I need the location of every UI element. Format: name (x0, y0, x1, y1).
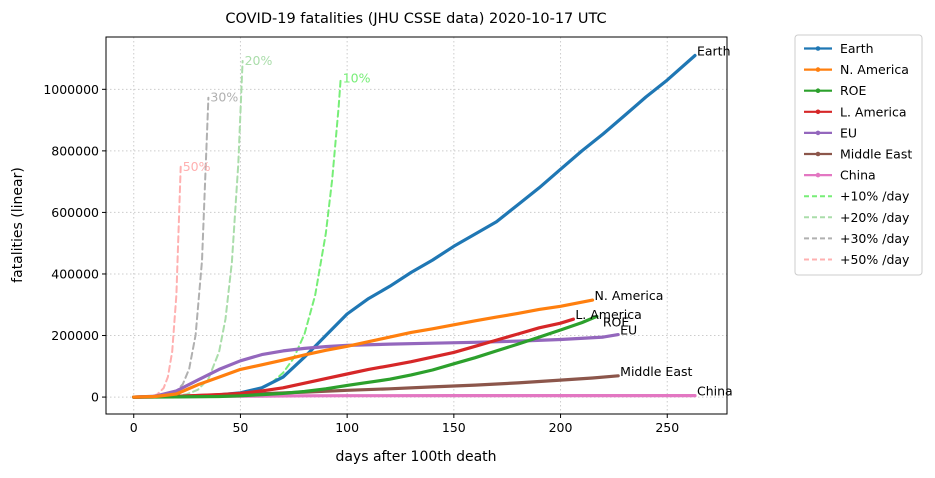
x-axis-label: days after 100th death (335, 449, 496, 465)
series-end-label: 10% (343, 70, 371, 85)
y-tick-label: 200000 (51, 328, 99, 343)
legend: Earth N. America ROE L. America EU Middle Eas… (794, 34, 923, 276)
axes-frame (105, 36, 728, 415)
x-tick-label: 250 (655, 420, 679, 435)
legend-marker (815, 88, 821, 93)
series-end-label: 20% (245, 53, 273, 68)
legend-entry: Earth (840, 41, 874, 56)
y-axis-label: fatalities (linear) (10, 167, 26, 283)
y-axis-ticks: 0 200000 400000 600000 800000 1000000 (43, 82, 106, 405)
legend-marker (815, 67, 821, 72)
series-end-label: L. America (575, 307, 641, 322)
series-line-30-day (132, 96, 210, 398)
legend-marker (815, 172, 821, 178)
legend-entry: L. America (840, 104, 906, 119)
series-line-20-day (132, 60, 244, 398)
series-end-label: China (697, 384, 733, 399)
series-line-50-day (132, 165, 182, 398)
series-end-label: Middle East (620, 364, 692, 379)
series-end-label: Earth (697, 43, 731, 58)
legend-box (794, 34, 923, 276)
y-tick-label: 600000 (51, 205, 99, 220)
legend-entry: +10% /day (840, 189, 910, 204)
x-tick-label: 50 (232, 420, 248, 435)
series-line-earth (132, 53, 697, 399)
series-end-label: ROE (603, 314, 630, 329)
series-line-roe (132, 314, 599, 399)
y-tick-label: 400000 (51, 266, 99, 281)
series-end-label: 30% (210, 90, 238, 105)
chart-title: COVID-19 fatalities (JHU CSSE data) 2020… (225, 11, 606, 27)
series-end-label: 50% (183, 159, 211, 174)
x-tick-label: 150 (442, 420, 466, 435)
x-tick-label: 0 (130, 420, 138, 435)
legend-marker (815, 109, 821, 115)
plot-area (105, 36, 728, 415)
legend-entry: ROE (840, 83, 867, 98)
series-line-n-america (132, 298, 595, 399)
legend-entry: China (840, 168, 876, 183)
x-tick-label: 100 (335, 420, 359, 435)
legend-marker (815, 151, 821, 157)
legend-entry: Middle East (840, 147, 912, 162)
series-end-label: EU (620, 323, 637, 338)
grid-lines (106, 37, 727, 414)
series-layer (132, 53, 697, 399)
legend-marker (815, 46, 821, 51)
y-tick-label: 800000 (51, 143, 99, 158)
legend-entry: +20% /day (840, 210, 910, 225)
series-end-label: N. America (595, 288, 664, 303)
legend-marker (815, 130, 821, 136)
y-tick-label: 1000000 (43, 82, 99, 97)
x-axis-ticks: 0 50 100 150 200 250 (130, 414, 679, 435)
x-tick-label: 200 (549, 420, 573, 435)
legend-entry: +30% /day (840, 231, 910, 246)
legend-entry: N. America (840, 62, 909, 77)
legend-entry: +50% /day (840, 252, 910, 267)
legend-entry: EU (840, 125, 857, 140)
y-tick-label: 0 (91, 390, 99, 405)
